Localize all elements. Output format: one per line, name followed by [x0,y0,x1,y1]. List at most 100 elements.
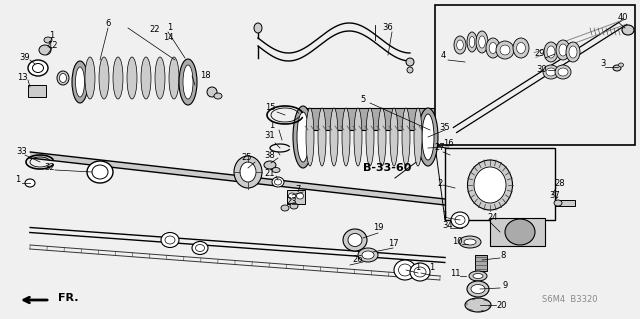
Text: 10: 10 [452,236,462,246]
Ellipse shape [496,41,514,59]
Bar [445,148,555,220]
Bar [28,85,46,97]
Text: 28: 28 [555,180,565,189]
Text: 29: 29 [535,49,545,58]
Ellipse shape [281,205,289,211]
Ellipse shape [195,244,205,251]
Ellipse shape [394,260,416,280]
Ellipse shape [290,203,298,209]
Text: 1: 1 [49,31,54,40]
Ellipse shape [192,241,208,255]
Text: 24: 24 [488,213,499,222]
Ellipse shape [318,108,326,166]
Text: 30: 30 [537,65,547,75]
Bar [287,190,305,204]
Ellipse shape [422,114,434,160]
Ellipse shape [454,36,466,54]
Ellipse shape [76,67,84,97]
Ellipse shape [272,167,280,173]
Ellipse shape [72,61,88,103]
Ellipse shape [99,57,109,99]
Ellipse shape [275,179,282,185]
Text: 32: 32 [45,164,55,173]
Ellipse shape [465,298,491,312]
Ellipse shape [348,234,362,247]
Polygon shape [30,152,445,205]
Text: 37: 37 [550,190,561,199]
Ellipse shape [618,63,623,67]
Ellipse shape [39,45,51,55]
Text: 21: 21 [265,169,275,179]
Text: 25: 25 [242,153,252,162]
Ellipse shape [28,60,48,76]
Ellipse shape [505,219,535,245]
Text: 38: 38 [264,151,275,160]
Text: 16: 16 [443,139,453,149]
Text: 12: 12 [47,41,57,49]
Text: 14: 14 [163,33,173,42]
Ellipse shape [554,200,562,206]
Text: 8: 8 [500,250,506,259]
Ellipse shape [85,57,95,99]
Ellipse shape [469,271,487,281]
Text: 19: 19 [372,224,383,233]
Ellipse shape [467,160,513,210]
Ellipse shape [555,65,571,79]
Ellipse shape [407,67,413,73]
Ellipse shape [296,193,303,199]
Text: 6: 6 [106,19,111,28]
Text: 1: 1 [269,121,275,130]
Text: 18: 18 [200,71,211,80]
Ellipse shape [179,59,197,105]
Ellipse shape [378,108,386,166]
Ellipse shape [476,31,488,53]
Ellipse shape [390,108,398,166]
Ellipse shape [479,36,485,48]
Ellipse shape [161,233,179,248]
Ellipse shape [343,229,367,251]
Ellipse shape [25,179,35,187]
Ellipse shape [486,38,500,58]
Text: 11: 11 [450,270,460,278]
Ellipse shape [297,112,309,162]
Ellipse shape [358,248,378,262]
Ellipse shape [366,108,374,166]
Text: 1: 1 [429,263,435,272]
Ellipse shape [399,264,412,276]
Ellipse shape [543,65,559,79]
Ellipse shape [60,73,67,83]
Ellipse shape [293,106,313,168]
Text: 40: 40 [618,13,628,23]
Ellipse shape [127,57,137,99]
Text: FR.: FR. [58,293,79,303]
Ellipse shape [457,40,463,50]
Ellipse shape [406,58,414,66]
Ellipse shape [272,177,284,187]
Ellipse shape [559,44,567,56]
Text: 4: 4 [440,51,445,61]
Ellipse shape [544,42,558,62]
Text: 2: 2 [437,179,443,188]
Text: S6M4  B3320: S6M4 B3320 [542,295,598,305]
Ellipse shape [264,161,276,169]
Ellipse shape [87,161,113,183]
Text: 7: 7 [295,186,301,195]
Text: 1: 1 [15,175,20,184]
Ellipse shape [455,216,465,225]
Ellipse shape [500,45,510,55]
Ellipse shape [516,42,525,54]
Text: 27: 27 [435,144,445,152]
Bar [475,255,487,271]
Ellipse shape [613,65,621,71]
Text: 23: 23 [287,197,298,206]
Ellipse shape [169,57,179,99]
Ellipse shape [467,32,477,52]
Ellipse shape [44,37,52,43]
Ellipse shape [622,25,634,35]
Ellipse shape [234,156,262,188]
Text: 15: 15 [265,103,275,113]
Ellipse shape [566,42,580,62]
Ellipse shape [418,108,438,166]
Bar [435,5,635,145]
Ellipse shape [489,42,497,54]
